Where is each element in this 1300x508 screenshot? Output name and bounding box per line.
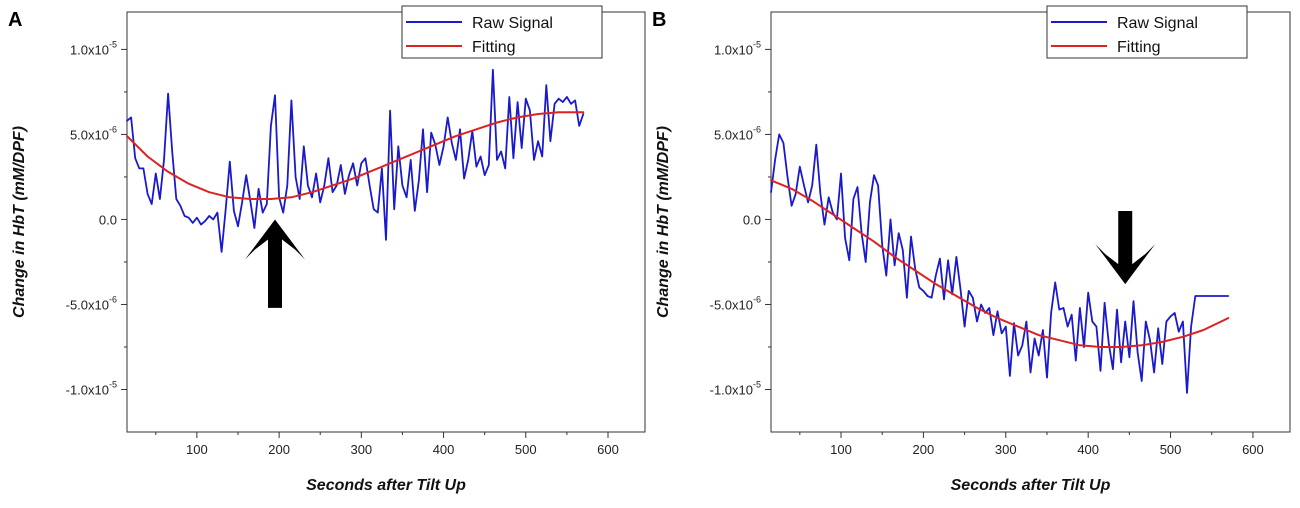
x-tick-label: 300 xyxy=(995,442,1017,457)
x-tick-label: 600 xyxy=(597,442,619,457)
legend-entry: Fitting xyxy=(472,39,516,56)
x-tick-label: 400 xyxy=(1077,442,1099,457)
panel-label: A xyxy=(8,9,22,31)
y-tick-label: -1.0x10-5 xyxy=(710,379,761,397)
arrow-down-icon xyxy=(1095,210,1156,285)
y-tick-label: 5.0x10-6 xyxy=(70,124,117,142)
legend-entry: Raw Signal xyxy=(1117,15,1198,32)
y-tick-label: -5.0x10-6 xyxy=(66,294,117,312)
y-axis-title: Change in HbT (mM/DPF) xyxy=(11,126,28,318)
series-raw-signal-line xyxy=(770,133,1230,394)
y-tick-label: 0.0 xyxy=(743,212,761,227)
legend-entry: Fitting xyxy=(1117,39,1161,56)
x-tick-label: 400 xyxy=(433,442,455,457)
series-raw-signal-line xyxy=(126,68,585,253)
x-tick-label: 500 xyxy=(1160,442,1182,457)
x-tick-label: 300 xyxy=(350,442,372,457)
y-axis-title: Change in HbT (mM/DPF) xyxy=(655,126,672,318)
x-tick-label: 600 xyxy=(1242,442,1264,457)
y-tick-label: 1.0x10-5 xyxy=(714,39,761,57)
y-tick-label: 0.0 xyxy=(99,212,117,227)
x-tick-label: 100 xyxy=(830,442,852,457)
x-axis-title: Seconds after Tilt Up xyxy=(306,477,466,494)
y-tick-label: 1.0x10-5 xyxy=(70,39,117,57)
legend-entry: Raw Signal xyxy=(472,15,553,32)
y-tick-label: -5.0x10-6 xyxy=(710,294,761,312)
x-axis-title: Seconds after Tilt Up xyxy=(951,477,1111,494)
arrow-up-icon xyxy=(245,219,305,308)
plot-frame xyxy=(126,11,646,433)
legend-box xyxy=(1046,5,1248,59)
series-fitting-line xyxy=(126,111,585,200)
y-tick-label: 5.0x10-6 xyxy=(714,124,761,142)
x-tick-label: 500 xyxy=(515,442,537,457)
panel-label: B xyxy=(652,9,666,31)
x-tick-label: 200 xyxy=(268,442,290,457)
x-tick-label: 200 xyxy=(913,442,935,457)
series-fitting-line xyxy=(770,179,1230,348)
legend-box xyxy=(401,5,603,59)
x-tick-label: 100 xyxy=(186,442,208,457)
panel-a: A 100 200 300 400 500 600 1.0x10-5 5.0x10-6 0.0 -5… xyxy=(8,5,646,494)
panel-b: B 100 200 300 400 500 600 1.0x10-5 5.0x10-6 0.0 -5… xyxy=(652,5,1291,494)
plot-frame xyxy=(770,11,1291,433)
y-tick-label: -1.0x10-5 xyxy=(66,379,117,397)
